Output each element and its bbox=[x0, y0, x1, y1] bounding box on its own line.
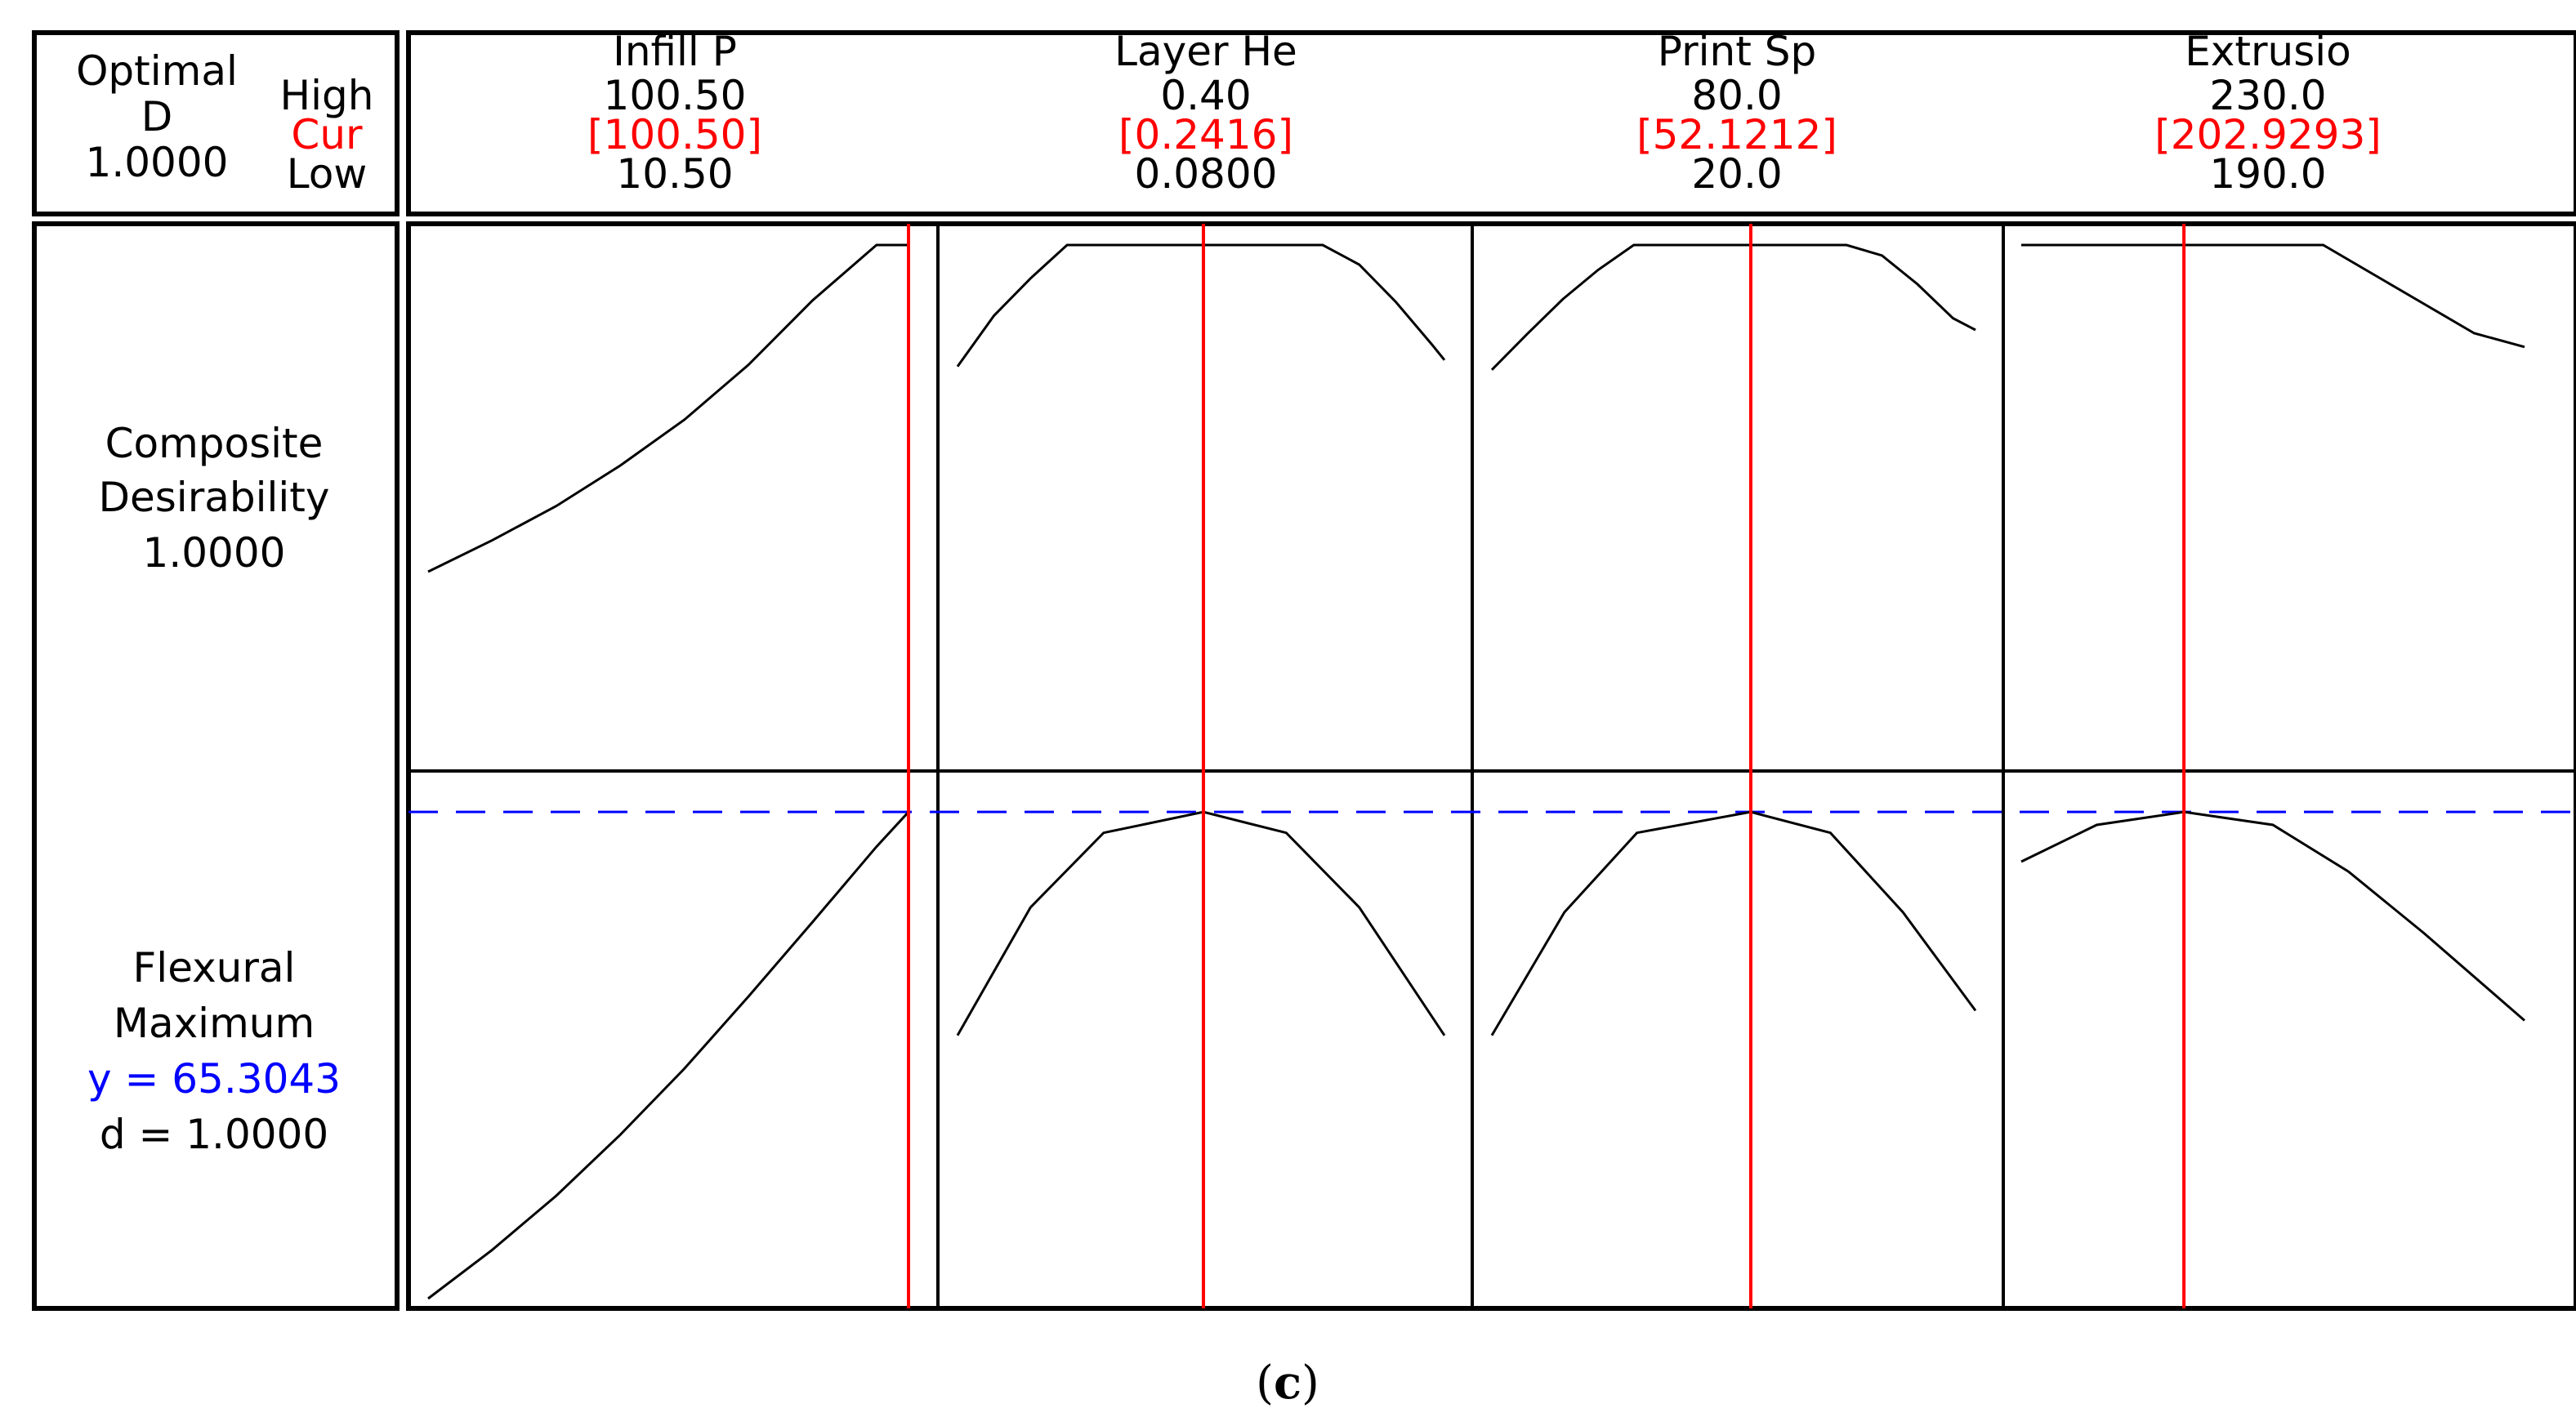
factor-low: 0.0800 bbox=[1135, 150, 1278, 198]
caption-prefix: ( bbox=[1256, 1357, 1274, 1410]
high-label: High bbox=[280, 72, 374, 119]
header-left-frame bbox=[32, 30, 400, 216]
current-value-lines bbox=[907, 224, 2186, 1308]
figure-caption: (c) bbox=[1256, 1356, 1319, 1410]
row-label-flexural-d: d = 1.0000 bbox=[100, 1111, 328, 1158]
factor-name: Infill P bbox=[613, 28, 737, 75]
plot-area-frame bbox=[406, 221, 2576, 1311]
row-label-frame bbox=[32, 221, 400, 1311]
factor-low: 10.50 bbox=[616, 150, 733, 198]
optimal-label: Optimal bbox=[76, 47, 238, 95]
row-label-flexural-2: Maximum bbox=[114, 1000, 315, 1047]
row-label-composite-3: 1.0000 bbox=[143, 529, 286, 577]
factor-cur: [202.9293] bbox=[2154, 111, 2382, 158]
row-label-flexural-y: y = 65.3043 bbox=[87, 1055, 341, 1103]
low-label: Low bbox=[287, 150, 367, 198]
response-curve bbox=[427, 243, 909, 573]
factor-header-extrusion: Extrusio 230.0 [202.9293] 190.0 bbox=[2154, 28, 2382, 198]
factor-low: 20.0 bbox=[1691, 150, 1782, 198]
row-label-flexural-1: Flexural bbox=[133, 944, 296, 992]
factor-high: 80.0 bbox=[1691, 72, 1782, 119]
factor-high: 0.40 bbox=[1160, 72, 1251, 119]
caption-suffix: ) bbox=[1301, 1357, 1319, 1410]
cur-label: Cur bbox=[291, 111, 363, 158]
response-curve bbox=[2020, 810, 2525, 1022]
response-curve bbox=[1490, 243, 1976, 371]
row-labels: Composite Desirability 1.0000 Flexural M… bbox=[87, 420, 341, 1158]
factor-header-layer: Layer He 0.40 [0.2416] 0.0800 bbox=[1114, 28, 1297, 198]
factor-name: Extrusio bbox=[2185, 28, 2351, 75]
header-right-frame bbox=[406, 30, 2576, 216]
frames bbox=[32, 30, 2576, 1311]
d-value: 1.0000 bbox=[86, 139, 229, 186]
factor-low: 190.0 bbox=[2209, 150, 2326, 198]
response-curve bbox=[427, 811, 910, 1300]
d-label: D bbox=[141, 93, 173, 140]
factor-headers: Infill P 100.50 [100.50] 10.50 Layer He … bbox=[587, 28, 2382, 198]
factor-high: 100.50 bbox=[604, 72, 747, 119]
factor-high: 230.0 bbox=[2209, 72, 2326, 119]
column-dividers bbox=[408, 224, 2576, 1308]
factor-cur: [52.1212] bbox=[1636, 111, 1837, 158]
caption-letter: c bbox=[1274, 1356, 1301, 1410]
factor-cur: [0.2416] bbox=[1118, 111, 1293, 158]
factor-cur: [100.50] bbox=[587, 111, 762, 158]
header-left: Optimal D 1.0000 High Cur Low bbox=[76, 47, 373, 198]
factor-name: Print Sp bbox=[1658, 28, 1816, 75]
row-label-composite-2: Desirability bbox=[98, 474, 329, 521]
response-curve bbox=[2021, 243, 2525, 349]
response-curve bbox=[1490, 810, 1977, 1036]
response-curve bbox=[956, 810, 1446, 1036]
factor-name: Layer He bbox=[1114, 28, 1297, 75]
factor-header-print: Print Sp 80.0 [52.1212] 20.0 bbox=[1636, 28, 1837, 198]
row-label-composite-1: Composite bbox=[105, 420, 324, 467]
response-curve bbox=[956, 243, 1446, 368]
factor-header-infill: Infill P 100.50 [100.50] 10.50 bbox=[587, 28, 762, 198]
